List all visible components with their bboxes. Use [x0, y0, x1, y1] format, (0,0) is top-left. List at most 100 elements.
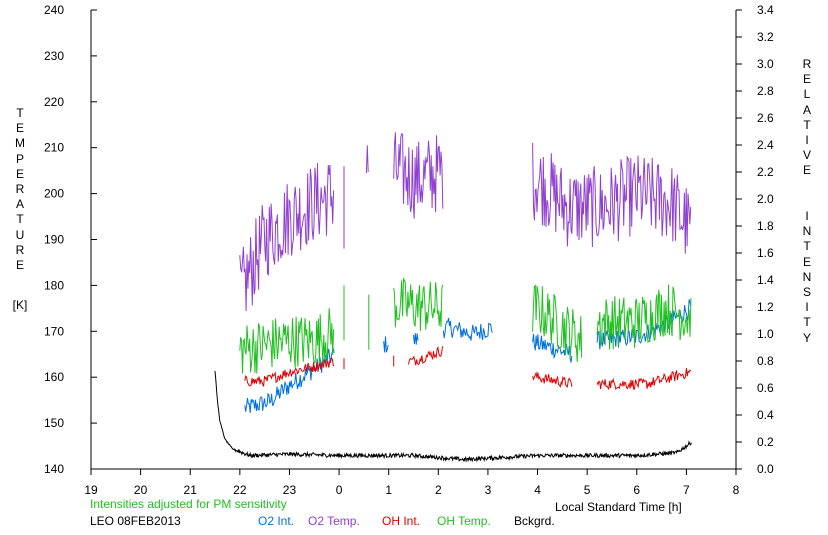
y-left-tick-label: 240 [44, 3, 64, 17]
x-axis-label: Local Standard Time [h] [555, 500, 682, 514]
y-right-tick-label: 0.0 [757, 462, 774, 476]
axis-label-letter: V [802, 148, 811, 163]
series-lines [214, 132, 692, 463]
y-right-tick-label: 1.2 [757, 300, 774, 314]
y-right-tick-label: 2.6 [757, 111, 774, 125]
y-axis-left-unit: [K] [12, 298, 28, 312]
y-left-tick-label: 180 [44, 278, 64, 292]
x-tick-label: 4 [534, 483, 541, 497]
axis-label-letter: N [802, 269, 812, 284]
series-line-bckgrd [214, 370, 692, 463]
y-right-tick-label: 3.0 [757, 57, 774, 71]
axis-label-letter: A [15, 197, 24, 212]
axis-label-letter: I [805, 133, 809, 148]
series-line-o2-temp [393, 132, 444, 219]
legend-oh-temp: OH Temp. [437, 514, 491, 528]
axis-label-letter: T [16, 212, 24, 227]
axis-label-letter: M [15, 136, 25, 151]
y-left-tick-label: 190 [44, 233, 64, 247]
y-right-tick-label: 1.4 [757, 273, 774, 287]
series-line-oh-temp [393, 277, 444, 332]
series-line-o2-temp [532, 142, 692, 254]
y-right-tick-label: 3.4 [757, 3, 774, 17]
axis-label-letter: P [15, 151, 24, 166]
y-left-tick-label: 170 [44, 324, 64, 338]
legend-o2-int: O2 Int. [258, 514, 295, 528]
y-left-tick-label: 150 [44, 416, 64, 430]
axis-label-letter: E [15, 166, 24, 181]
station-label: LEO 08FEB2013 [90, 514, 181, 528]
axis-label-letter: S [802, 285, 811, 300]
axis-label-letter: E [802, 254, 811, 269]
y-left-tick-label: 220 [44, 95, 64, 109]
axis-label-letter: N [802, 224, 812, 239]
axis-label-letter: I [805, 209, 809, 224]
y-right-tick-label: 2.4 [757, 138, 774, 152]
series-line-o2-int [442, 317, 493, 341]
series-line-oh-temp [596, 284, 692, 350]
y-left-tick-label: 140 [44, 462, 64, 476]
x-tick-label: 23 [283, 483, 297, 497]
axis-label-letter: E [15, 121, 24, 136]
x-tick-label: 0 [336, 483, 343, 497]
axis-label-letter: E [15, 258, 24, 273]
legend-oh-int: OH Int. [382, 514, 421, 528]
series-line-o2-int [383, 336, 389, 353]
y-right-tick-label: 0.2 [757, 435, 774, 449]
x-tick-label: 21 [184, 483, 198, 497]
axis-label-letter: R [15, 242, 25, 257]
axis-label-letter: A [802, 102, 811, 117]
y-right-tick-label: 1.0 [757, 327, 774, 341]
y-right-tick-label: 2.8 [757, 84, 774, 98]
axis-label-letter: T [16, 106, 24, 120]
series-line-oh-int [408, 346, 443, 366]
axis-label-letter: E [802, 72, 811, 87]
axis-label-letter: T [803, 117, 811, 132]
series-line-oh-int [244, 356, 335, 387]
y-right-tick-label: 3.2 [757, 30, 774, 44]
axis-label-letter: L [803, 87, 811, 102]
y-right-tick-label: 0.4 [757, 408, 774, 422]
series-line-o2-temp [365, 145, 369, 174]
x-tick-label: 22 [233, 483, 247, 497]
y-left-tick-label: 210 [44, 141, 64, 155]
series-line-o2-int [413, 333, 419, 345]
x-tick-label: 19 [84, 483, 98, 497]
axes [90, 9, 742, 475]
y-right-tick-label: 0.6 [757, 381, 774, 395]
x-tick-label: 1 [385, 483, 392, 497]
legend-o2-temp: O2 Temp. [308, 514, 360, 528]
axis-label-letter: I [805, 300, 809, 315]
axis-label-letter: R [802, 57, 812, 71]
series-line-oh-temp [239, 308, 335, 374]
x-tick-label: 8 [733, 483, 740, 497]
axis-label-letter [797, 194, 817, 209]
x-tick-label: 20 [134, 483, 148, 497]
annotation-text: Intensities adjusted for PM sensitivity [90, 497, 287, 511]
series-line-oh-int [596, 367, 692, 391]
axis-label-letter: T [803, 239, 811, 254]
y-left-tick-label: 200 [44, 187, 64, 201]
axis-label-letter: R [15, 182, 25, 197]
series-line-oh-temp [532, 284, 583, 363]
y-right-tick-label: 1.6 [757, 246, 774, 260]
x-tick-label: 2 [435, 483, 442, 497]
y-right-tick-label: 2.2 [757, 165, 774, 179]
y-left-tick-label: 160 [44, 370, 64, 384]
axis-label-letter: T [803, 315, 811, 330]
x-tick-label: 3 [485, 483, 492, 497]
axis-label-letter: U [15, 227, 25, 242]
tick-labels: 1401501601701801902002102202302400.00.20… [44, 3, 774, 497]
axis-label-letter: E [802, 163, 811, 178]
y-right-tick-label: 1.8 [757, 219, 774, 233]
series-line-o2-temp [239, 163, 335, 312]
x-tick-label: 7 [683, 483, 690, 497]
y-left-tick-label: 230 [44, 49, 64, 63]
axis-label-letter: Y [802, 330, 811, 345]
axis-label-letter [797, 179, 817, 194]
y-right-tick-label: 2.0 [757, 192, 774, 206]
x-tick-label: 6 [633, 483, 640, 497]
series-line-oh-int [532, 371, 573, 389]
